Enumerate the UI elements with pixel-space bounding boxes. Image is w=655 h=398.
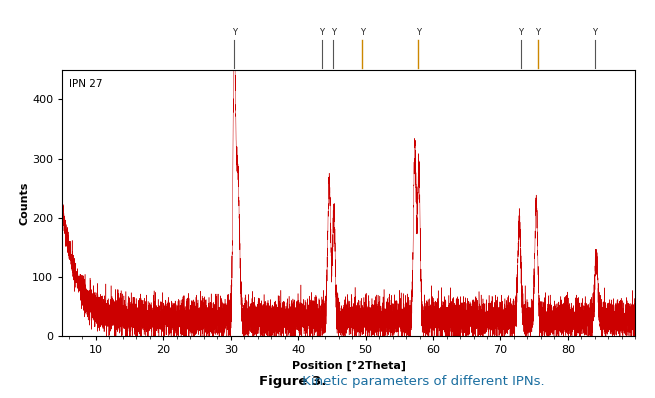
Text: Y: Y [592,27,597,37]
Text: Y: Y [232,27,236,37]
X-axis label: Position [°2Theta]: Position [°2Theta] [291,361,406,371]
Text: IPN 27: IPN 27 [69,79,103,89]
Text: Y: Y [331,27,336,37]
Text: Figure 3.: Figure 3. [259,375,326,388]
Text: Y: Y [535,27,540,37]
Y-axis label: Counts: Counts [19,181,29,224]
Text: Y: Y [416,27,421,37]
Text: Y: Y [518,27,523,37]
Text: Y: Y [360,27,365,37]
Text: Y: Y [320,27,324,37]
Text: Kinetic parameters of different IPNs.: Kinetic parameters of different IPNs. [298,375,545,388]
